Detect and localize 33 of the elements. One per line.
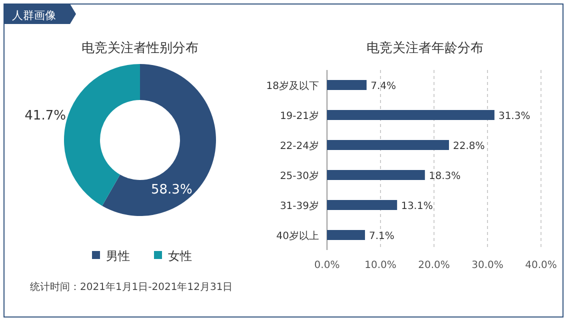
donut-slice	[102, 64, 216, 216]
chart-title: 电竞关注者性别分布	[82, 41, 198, 56]
x-tick-label: 30.0%	[472, 260, 504, 271]
x-tick-label: 10.0%	[364, 260, 396, 271]
data-label: 13.1%	[401, 201, 433, 212]
x-tick-label: 0.0%	[314, 260, 340, 271]
data-label: 41.7%	[24, 108, 66, 124]
legend-label: 女性	[168, 249, 192, 263]
bar	[327, 140, 449, 150]
y-tick-label: 40岁以上	[276, 230, 319, 242]
data-label: 22.8%	[452, 141, 485, 152]
data-label: 58.3%	[151, 182, 192, 198]
bar	[327, 230, 365, 240]
donut-slice	[64, 64, 140, 206]
bar	[327, 110, 494, 120]
y-tick-label: 31-39岁	[280, 200, 319, 212]
y-tick-label: 25-30岁	[280, 170, 319, 182]
y-tick-label: 19-21岁	[280, 110, 319, 122]
legend-label: 男性	[106, 249, 130, 263]
data-label: 7.4%	[370, 81, 396, 92]
chart-title: 电竞关注者年龄分布	[366, 41, 484, 56]
y-tick-label: 22-24岁	[280, 140, 319, 152]
text: 统计时间：2021年1月1日-2021年12月31日	[30, 281, 233, 293]
data-label: 18.3%	[428, 171, 461, 182]
bar	[327, 80, 367, 90]
x-tick-label: 40.0%	[525, 260, 557, 271]
y-tick-label: 18岁及以下	[266, 80, 319, 92]
text: 人群画像	[12, 9, 56, 22]
data-label: 7.1%	[368, 231, 394, 242]
data-label: 31.3%	[498, 111, 530, 122]
bar	[327, 170, 425, 180]
x-tick-label: 20.0%	[418, 260, 450, 271]
bar	[327, 200, 398, 210]
